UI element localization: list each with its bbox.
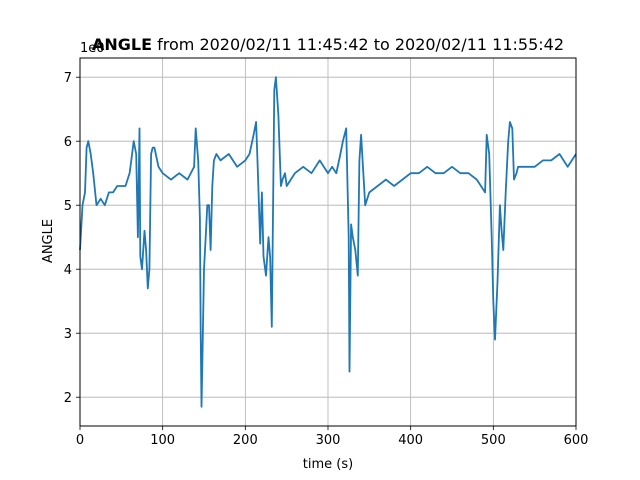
x-tick-label: 300 <box>316 433 341 448</box>
y-tick-label: 2 <box>64 391 72 406</box>
chart-title-bold: ANGLE <box>92 35 152 54</box>
y-tick-label: 7 <box>64 71 72 86</box>
x-tick-label: 400 <box>398 433 423 448</box>
x-tick-label: 0 <box>76 433 84 448</box>
y-tick-label: 5 <box>64 199 72 214</box>
y-axis-ticks: 2 3 4 5 6 7 <box>64 71 80 406</box>
x-tick-label: 500 <box>481 433 506 448</box>
x-tick-label: 600 <box>564 433 589 448</box>
y-tick-label: 4 <box>64 263 72 278</box>
series-line-0 <box>79 76 577 408</box>
y-tick-label: 3 <box>64 327 72 342</box>
x-tick-label: 100 <box>150 433 175 448</box>
y-axis-label: ANGLE <box>41 219 56 263</box>
data-line-series <box>79 76 577 408</box>
chart-title: ANGLE from 2020/02/11 11:45:42 to 2020/0… <box>92 35 564 54</box>
x-tick-label: 200 <box>233 433 258 448</box>
x-axis-label: time (s) <box>303 457 353 472</box>
x-axis-ticks: 0 100 200 300 400 500 600 <box>76 426 589 448</box>
chart-title-rest: from 2020/02/11 11:45:42 to 2020/02/11 1… <box>152 35 564 54</box>
offset-label: 1e0 <box>80 41 105 56</box>
y-tick-label: 6 <box>64 135 72 150</box>
